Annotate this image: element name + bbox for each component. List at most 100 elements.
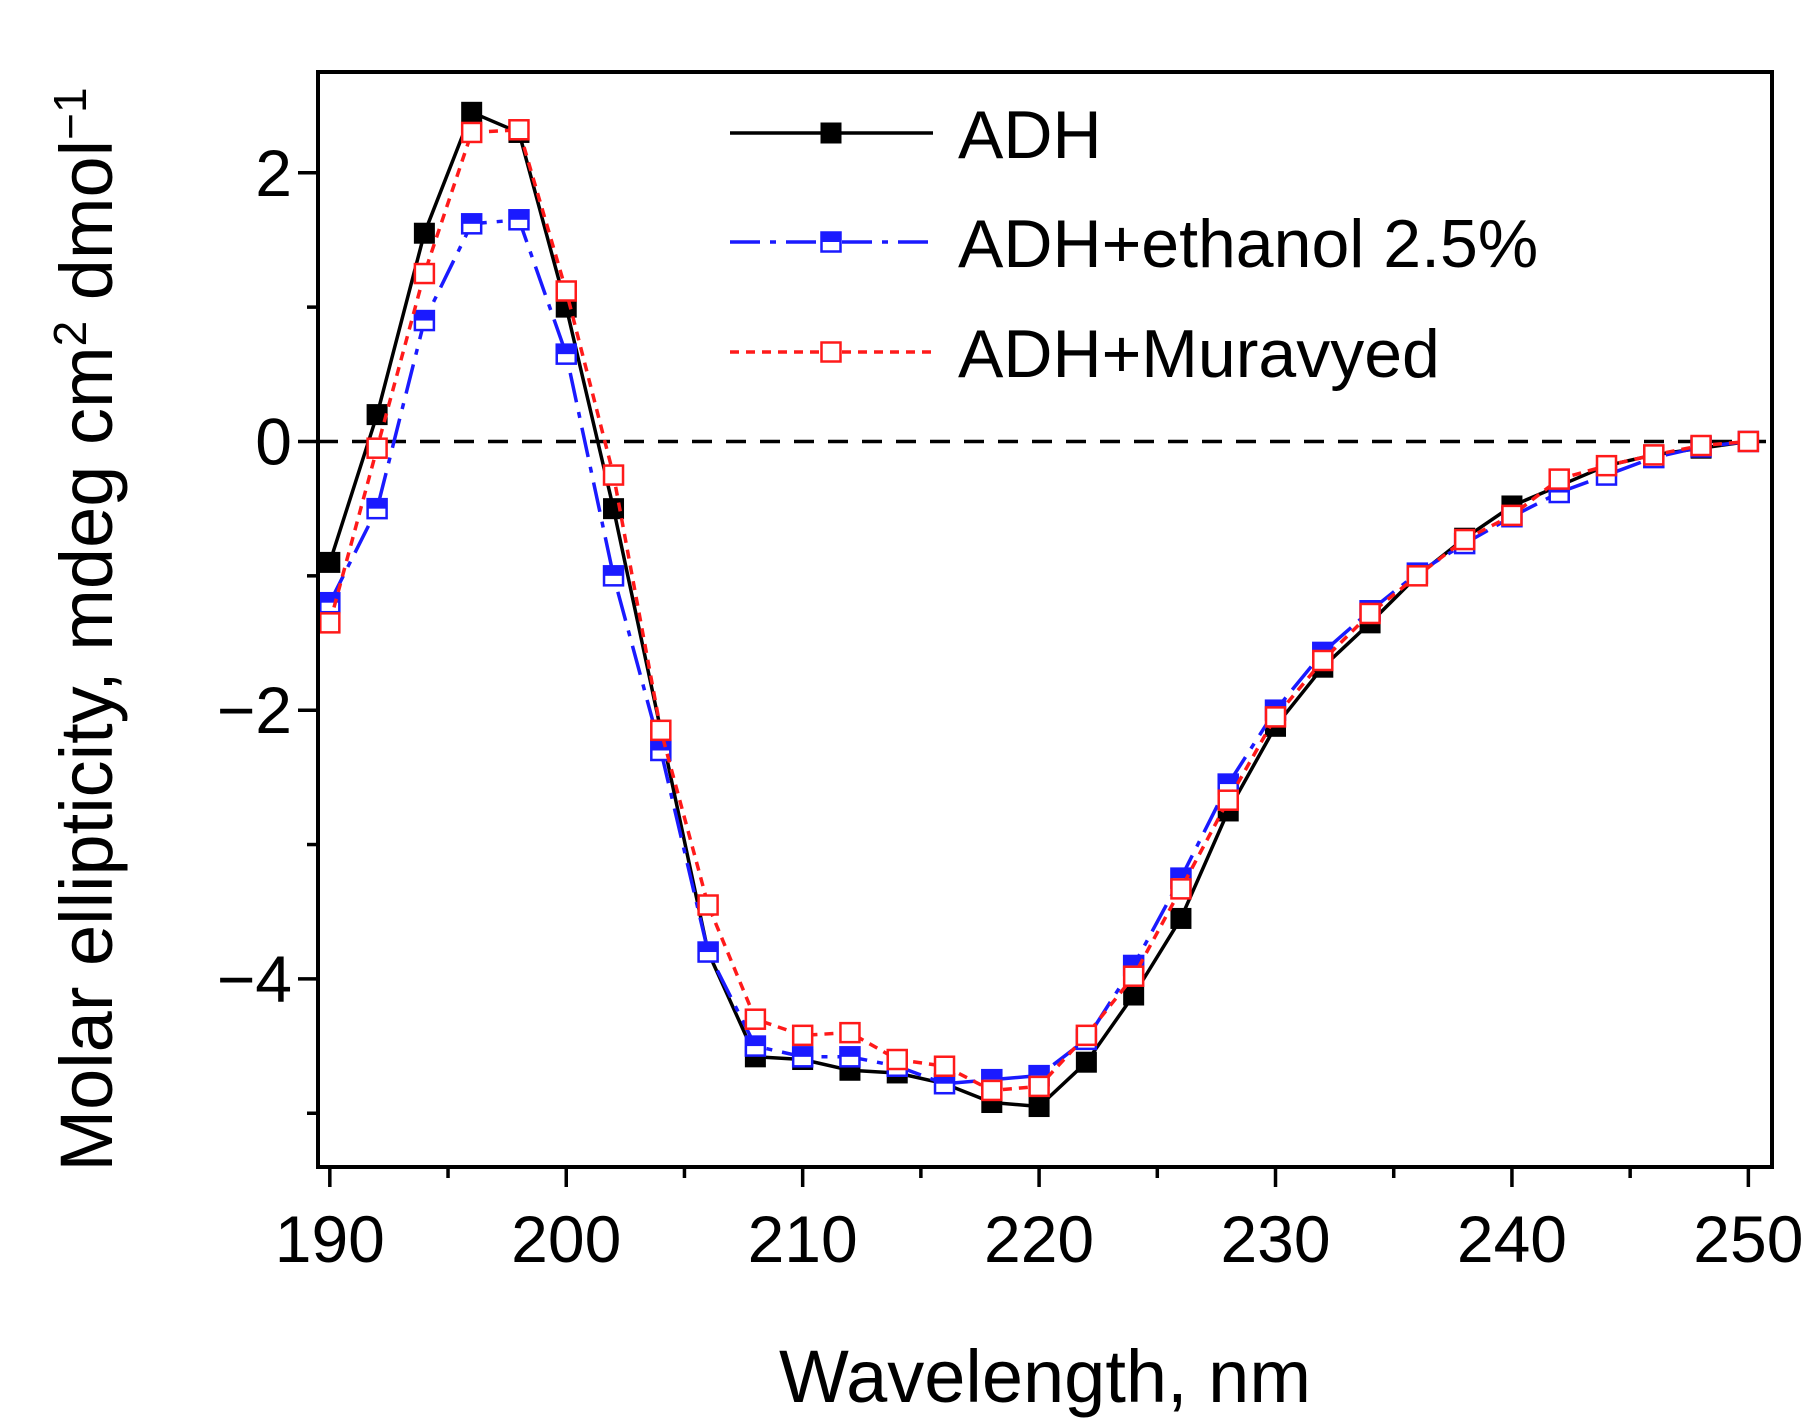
y-axis-title-main: Molar ellipticity, mdeg cm	[45, 346, 128, 1171]
data-point	[555, 343, 577, 365]
data-point-fill	[509, 210, 529, 220]
data-point	[1028, 1096, 1050, 1118]
data-point-fill	[698, 942, 718, 953]
data-point	[1643, 444, 1665, 466]
y-tick-label: −2	[217, 673, 292, 747]
data-point	[1264, 706, 1287, 728]
legend-marker	[820, 231, 842, 253]
data-point	[319, 612, 341, 634]
data-point	[697, 894, 719, 916]
data-point	[839, 1046, 861, 1068]
data-point	[1406, 565, 1429, 587]
x-tick-label: 230	[1220, 1202, 1330, 1276]
legend-marker	[820, 341, 842, 363]
data-point	[1690, 434, 1712, 457]
data-point-fill	[462, 214, 482, 224]
y-axis-title: Molar ellipticity, mdeg cm2 dmol−1	[44, 87, 128, 1171]
data-point-fill	[745, 1036, 765, 1047]
data-point-fill	[840, 1047, 860, 1057]
data-point	[650, 719, 672, 742]
data-point-fill	[1313, 642, 1333, 653]
data-point	[555, 280, 577, 302]
legend-marker-fill	[821, 232, 841, 242]
data-point	[1122, 965, 1145, 987]
x-tick-label: 240	[1457, 1202, 1567, 1276]
data-point-fill	[982, 1070, 1002, 1080]
data-point	[791, 1046, 814, 1068]
data-point	[1548, 468, 1570, 490]
data-point-fill	[556, 344, 576, 355]
legend: ADH ADH+ethanol 2.5% ADH+Muravyed	[730, 97, 1538, 392]
x-tick-label: 220	[984, 1202, 1094, 1276]
x-tick-label: 200	[511, 1202, 621, 1276]
y-axis-title-mid: dmol	[45, 140, 128, 321]
data-point	[1501, 504, 1523, 527]
data-point	[1170, 878, 1192, 900]
legend-label: ADH+ethanol 2.5%	[958, 206, 1538, 282]
x-axis-title: Wavelength, nm	[779, 1335, 1311, 1418]
y-axis: 2 0 −2 −4	[217, 136, 318, 1116]
y-tick-label: 0	[255, 404, 292, 478]
data-point-fill	[1266, 700, 1286, 711]
data-point-fill	[367, 499, 387, 509]
data-point	[981, 1079, 1003, 1102]
data-point-fill	[414, 311, 434, 321]
data-point	[1170, 907, 1192, 929]
y-axis-title-sup-2: 2	[44, 321, 96, 347]
data-point	[791, 1024, 814, 1047]
data-point	[413, 222, 435, 244]
data-point-fill	[935, 1074, 955, 1084]
data-point	[461, 101, 483, 123]
legend-marker	[820, 122, 842, 144]
data-point	[460, 121, 483, 144]
data-point	[1359, 602, 1381, 625]
data-point	[839, 1021, 861, 1044]
data-point	[602, 565, 625, 587]
data-point	[886, 1048, 908, 1071]
data-point	[413, 309, 436, 332]
y-axis-title-sup-minus1: −1	[44, 87, 96, 139]
data-point	[413, 262, 436, 285]
data-point	[1312, 649, 1334, 672]
y-tick-label: −4	[217, 942, 292, 1016]
y-tick-label: 2	[255, 136, 292, 210]
data-point-fill	[1218, 774, 1238, 785]
data-point	[602, 464, 625, 486]
data-point	[744, 1035, 767, 1057]
data-point	[319, 551, 341, 573]
x-tick-label: 210	[748, 1202, 858, 1276]
data-point	[1453, 528, 1476, 551]
data-point	[508, 209, 530, 231]
data-point	[1595, 454, 1618, 477]
data-point	[933, 1055, 956, 1077]
data-point-fill	[604, 566, 624, 576]
data-point	[366, 437, 388, 459]
data-point	[366, 497, 388, 520]
plot-frame	[316, 70, 1774, 1169]
data-point-fill	[651, 740, 671, 751]
data-point	[1075, 1051, 1097, 1073]
data-point	[744, 1008, 767, 1030]
x-axis: 190 200 210 220 230 240 250	[275, 1167, 1803, 1276]
data-point-fill	[1124, 955, 1144, 966]
data-point	[697, 941, 719, 963]
data-point-fill	[1171, 868, 1191, 879]
legend-label: ADH	[958, 97, 1102, 173]
data-point-fill	[1029, 1066, 1049, 1076]
data-point	[933, 1072, 956, 1095]
data-point-fill	[793, 1047, 813, 1057]
data-point	[1123, 984, 1145, 1006]
series-2	[319, 119, 1760, 1102]
x-tick-label: 250	[1693, 1202, 1803, 1276]
data-point	[1217, 789, 1239, 811]
data-point	[1737, 430, 1760, 453]
data-point	[460, 213, 483, 235]
data-point	[1075, 1024, 1098, 1047]
x-tick-label: 190	[275, 1202, 385, 1276]
data-point	[1028, 1075, 1050, 1098]
data-point-fill	[320, 593, 340, 603]
series-layer	[319, 101, 1760, 1118]
legend-label: ADH+Muravyed	[958, 316, 1440, 392]
